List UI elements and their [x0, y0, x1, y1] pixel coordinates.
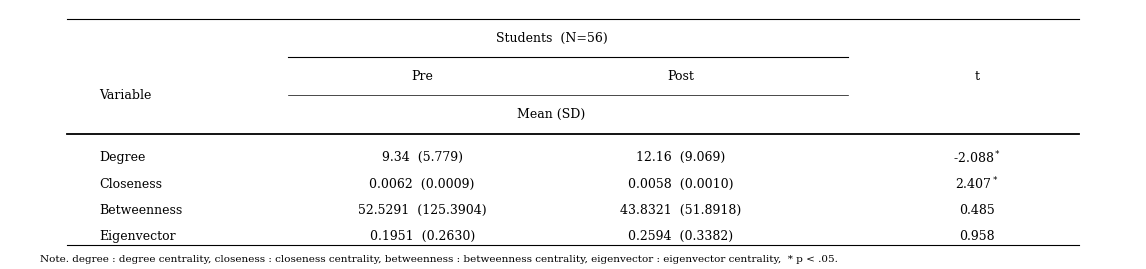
Text: 0.1951  (0.2630): 0.1951 (0.2630)	[369, 230, 474, 243]
Text: 12.16  (9.069): 12.16 (9.069)	[636, 151, 725, 164]
Text: Students  (N=56): Students (N=56)	[495, 31, 607, 44]
Text: 0.0062  (0.0009): 0.0062 (0.0009)	[369, 178, 474, 190]
Text: t: t	[974, 70, 980, 83]
Text: Mean (SD): Mean (SD)	[517, 108, 586, 121]
Text: Eigenvector: Eigenvector	[99, 230, 175, 243]
Text: 0.958: 0.958	[959, 230, 995, 243]
Text: Note. degree : degree centrality, closeness : closeness centrality, betweenness : Note. degree : degree centrality, closen…	[40, 255, 838, 264]
Text: Degree: Degree	[99, 151, 146, 164]
Text: Closeness: Closeness	[99, 178, 162, 190]
Text: 9.34  (5.779): 9.34 (5.779)	[382, 151, 463, 164]
Text: Post: Post	[667, 70, 694, 83]
Text: -2.088$^*$: -2.088$^*$	[953, 149, 1000, 166]
Text: Betweenness: Betweenness	[99, 204, 182, 217]
Text: Pre: Pre	[411, 70, 433, 83]
Text: 0.2594  (0.3382): 0.2594 (0.3382)	[628, 230, 733, 243]
Text: 2.407$^*$: 2.407$^*$	[955, 176, 999, 192]
Text: 0.0058  (0.0010): 0.0058 (0.0010)	[628, 178, 733, 190]
Text: 52.5291  (125.3904): 52.5291 (125.3904)	[358, 204, 487, 217]
Text: 43.8321  (51.8918): 43.8321 (51.8918)	[620, 204, 741, 217]
Text: Variable: Variable	[99, 89, 151, 102]
Text: 0.485: 0.485	[959, 204, 995, 217]
